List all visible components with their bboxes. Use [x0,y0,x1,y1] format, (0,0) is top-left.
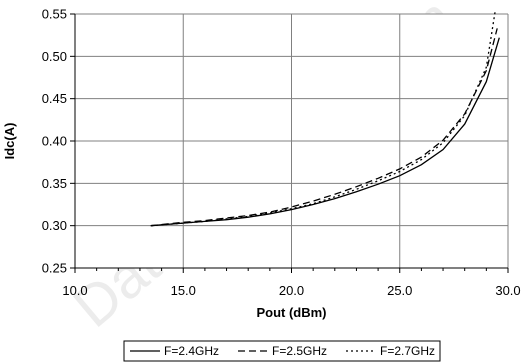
y-tick-label: 0.30 [42,218,67,233]
x-tick-label: 15.0 [171,283,196,298]
x-tick-label: 25.0 [387,283,412,298]
y-tick-label: 0.25 [42,261,67,276]
series-lines [150,12,500,227]
x-tick-label: 30.0 [495,283,520,298]
series-line-3 [150,12,496,227]
series-line-2 [150,28,498,227]
legend-box [123,340,441,362]
y-tick-label: 0.55 [42,7,67,22]
legend: F=2.4GHz F=2.5GHz F=2.7GHz [123,340,441,362]
tick-labels: 0.25 0.30 0.35 0.40 0.45 0.50 0.55 10.0 15.0 20.0… [42,7,521,299]
x-tick-label: 20.0 [279,283,304,298]
series-line-1 [150,37,500,227]
x-tick-label: 10.0 [62,283,87,298]
legend-label-3: F=2.7GHz [380,344,435,358]
x-axis-title: Pout (dBm) [256,305,326,320]
y-tick-label: 0.50 [42,49,67,64]
legend-label-2: F=2.5GHz [272,344,327,358]
y-tick-label: 0.35 [42,176,67,191]
y-tick-label: 0.40 [42,134,67,149]
y-tick-label: 0.45 [42,91,67,106]
axes [70,13,509,273]
legend-label-1: F=2.4GHz [164,344,219,358]
y-axis-title: Idc(A) [2,123,17,160]
